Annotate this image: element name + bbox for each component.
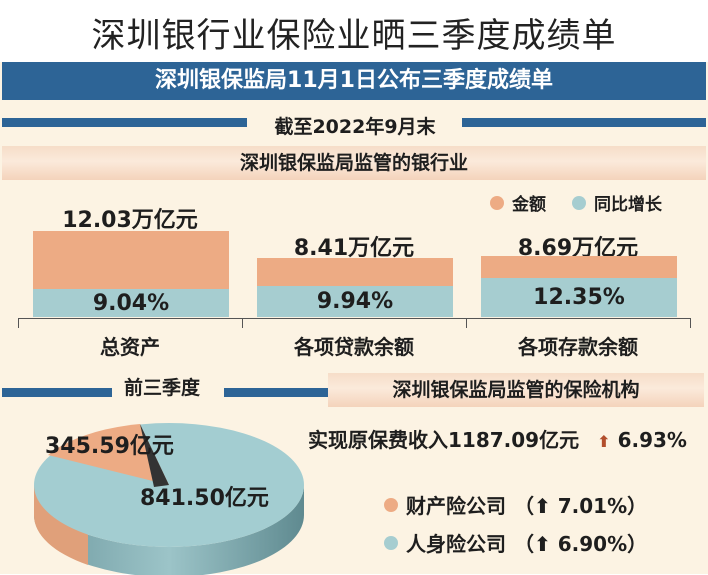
premium-growth: 6.93%: [617, 428, 687, 452]
divider: [224, 388, 328, 397]
legend: 金额 同比增长: [490, 190, 662, 215]
bar-total-assets: 9.04%: [33, 231, 229, 317]
item-growth: （⬆ 6.90%）: [514, 532, 648, 556]
premium-text: 实现原保费收入1187.09亿元: [308, 428, 580, 452]
banner: 深圳银保监局11月1日公布三季度成绩单: [2, 62, 706, 100]
bar-amount: 12.03万亿元: [62, 208, 198, 233]
bar-loans: 9.94%: [257, 258, 453, 317]
date-label: 截至2022年9月末: [274, 116, 436, 138]
bar-growth: 9.94%: [257, 286, 453, 317]
premium-income: 实现原保费收入1187.09亿元 ⬆ 6.93%: [308, 424, 687, 453]
bar-growth: 12.35%: [481, 278, 677, 317]
divider: [2, 118, 247, 127]
list-item: 财产险公司 （⬆ 7.01%）: [384, 490, 647, 519]
axis-tick: [690, 318, 691, 328]
axis-tick: [242, 318, 243, 328]
legend-label: 同比增长: [594, 195, 662, 215]
bank-section-title: 深圳银保监局监管的银行业: [2, 146, 706, 180]
divider: [462, 118, 706, 127]
period-label: 前三季度: [124, 377, 201, 399]
pie-label-life: 841.50亿元: [140, 486, 269, 511]
item-growth: （⬆ 7.01%）: [514, 494, 648, 518]
axis-tick: [466, 318, 467, 328]
pie-chart: [33, 423, 304, 575]
category-label: 各项贷款余额: [294, 335, 414, 359]
arrow-up-icon: ⬆: [586, 432, 611, 451]
category-label: 各项存款余额: [518, 335, 638, 359]
list-item: 人身险公司 （⬆ 6.90%）: [384, 528, 647, 557]
divider: [2, 388, 112, 397]
legend-label: 金额: [512, 195, 546, 215]
x-axis: [18, 318, 690, 319]
pie-label-property: 345.59亿元: [45, 434, 174, 459]
axis-tick: [18, 318, 19, 328]
item-label: 财产险公司: [406, 494, 506, 518]
insurance-section-title: 深圳银保监局监管的保险机构: [328, 373, 704, 407]
growth-legend-dot-icon: [572, 195, 586, 210]
life-dot-icon: [384, 535, 398, 550]
page-title: 深圳银行业保险业晒三季度成绩单: [91, 16, 617, 56]
amount-legend-dot-icon: [490, 195, 504, 210]
property-dot-icon: [384, 497, 398, 512]
bar-deposits: 12.35%: [481, 256, 677, 317]
bar-amount: 8.41万亿元: [293, 236, 415, 261]
bar-growth: 9.04%: [33, 289, 229, 317]
item-label: 人身险公司: [406, 532, 506, 556]
category-label: 总资产: [100, 335, 160, 359]
